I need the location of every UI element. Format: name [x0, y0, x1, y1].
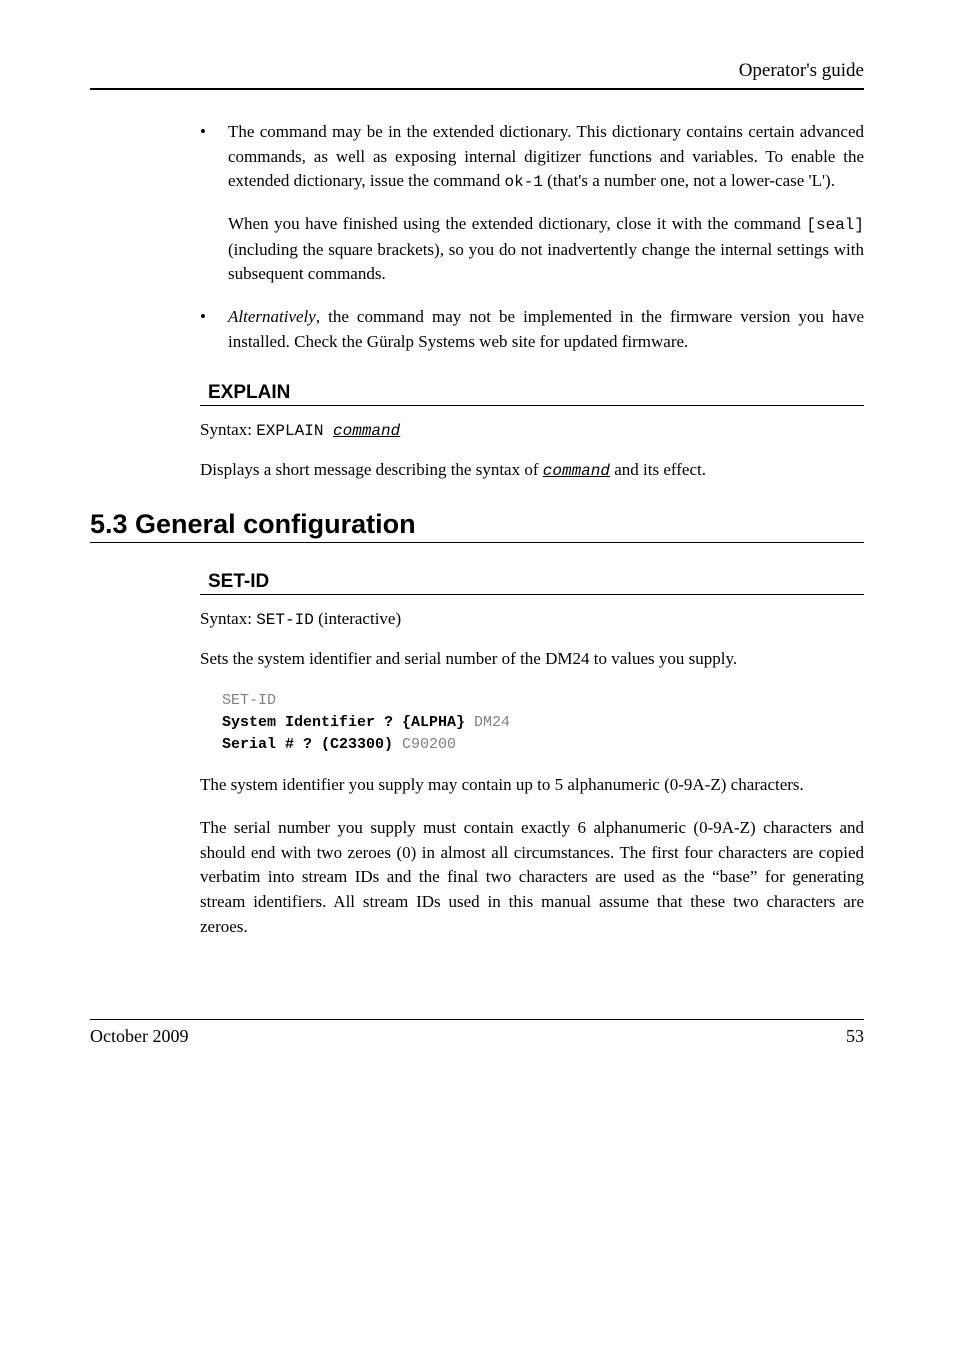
explain-heading: EXPLAIN [200, 382, 864, 404]
setid-rule [200, 594, 864, 595]
header-right: Operator's guide [90, 60, 864, 82]
syntax-arg: command [333, 422, 400, 440]
footer-left: October 2009 [90, 1026, 188, 1047]
bullet-para2: When you have finished using the extende… [228, 212, 864, 286]
syntax-suffix: (interactive) [314, 609, 401, 628]
footer: October 2009 53 [90, 1026, 864, 1047]
bullet-marker: • [200, 120, 228, 194]
syntax-prefix: Syntax: [200, 609, 256, 628]
syntax-prefix: Syntax: [200, 420, 256, 439]
bullet-text: The command may be in the extended dicti… [228, 120, 864, 194]
bullet-text: Alternatively, the command may not be im… [228, 305, 864, 354]
syntax-cmd: SET-ID [256, 611, 314, 629]
setid-heading: SET-ID [200, 571, 864, 593]
explain-desc: Displays a short message describing the … [200, 458, 864, 483]
section-heading: 5.3 General configuration [90, 509, 864, 540]
section-rule [90, 542, 864, 543]
explain-syntax: Syntax: EXPLAIN command [200, 420, 864, 440]
setid-p1: Sets the system identifier and serial nu… [200, 647, 864, 672]
explain-rule [200, 405, 864, 406]
setid-syntax: Syntax: SET-ID (interactive) [200, 609, 864, 629]
bullet-item: • Alternatively, the command may not be … [200, 305, 864, 354]
header-rule [90, 88, 864, 90]
bullet-item: • The command may be in the extended dic… [200, 120, 864, 194]
footer-rule [90, 1019, 864, 1020]
bullet-marker: • [200, 305, 228, 354]
setid-p2: The system identifier you supply may con… [200, 773, 864, 798]
footer-right: 53 [846, 1026, 864, 1047]
syntax-cmd: EXPLAIN [256, 422, 333, 440]
setid-p3: The serial number you supply must contai… [200, 816, 864, 939]
code-block: SET-ID System Identifier ? {ALPHA} DM24 … [222, 690, 864, 755]
